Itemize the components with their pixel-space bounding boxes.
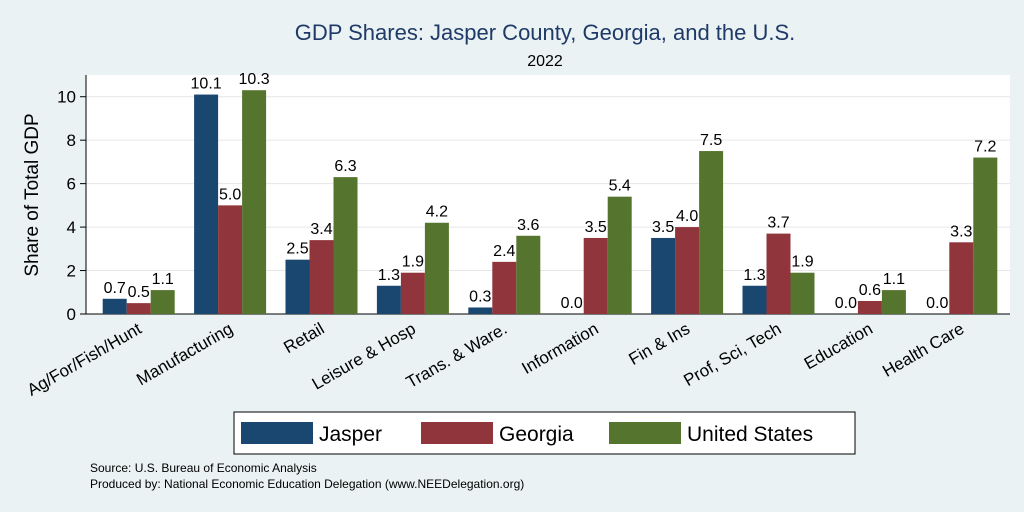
data-label: 5.4 [609,178,631,195]
y-tick-label: 10 [57,88,76,107]
bar-jasper [376,285,401,314]
bar-georgia [492,261,517,314]
bar-united-states [607,196,632,314]
data-label: 3.5 [585,219,607,236]
y-tick-label: 8 [67,131,76,150]
bar-georgia [400,272,425,314]
legend-items: Jasper Georgia United States [241,422,813,446]
data-label: 1.3 [378,267,400,284]
legend-label: Georgia [499,423,574,446]
bar-georgia [675,227,700,314]
produced-by-note: Produced by: National Economic Education… [90,477,524,491]
legend: Jasper Georgia United States [233,411,856,455]
bar-georgia [766,233,791,314]
bar-jasper [651,237,676,314]
source-note: Source: U.S. Bureau of Economic Analysis [90,461,317,475]
data-label: 7.2 [974,139,996,156]
data-label: 3.7 [767,215,789,232]
data-label: 6.3 [334,158,356,175]
legend-label: United States [687,423,813,446]
chart-subtitle: 2022 [527,53,563,70]
data-label: 0.0 [561,295,583,312]
data-label: 0.7 [104,280,126,297]
data-label: 3.3 [950,223,972,240]
bar-georgia [857,300,882,314]
y-tick-label: 4 [67,218,76,237]
data-label: 5.0 [219,186,241,203]
legend-box [233,411,856,455]
bar-jasper [742,285,767,314]
bar-jasper [194,94,219,315]
bar-jasper [102,298,127,314]
y-axis-label: Share of Total GDP [22,113,43,276]
category-label: Health Care [879,319,967,381]
chart-title: GDP Shares: Jasper County, Georgia, and … [295,20,796,45]
bar-georgia [583,237,608,314]
bar-united-states [516,235,541,314]
data-label: 10.3 [239,71,270,88]
bar-jasper [285,259,310,314]
legend-label: Jasper [319,423,382,446]
y-tick-label: 2 [67,262,76,281]
bars [102,90,998,315]
data-label: 3.6 [517,217,539,234]
bar-united-states [150,290,175,314]
data-label: 10.1 [191,76,222,93]
bar-georgia [309,240,334,314]
legend-swatch [421,422,493,444]
data-label: 1.9 [402,254,424,271]
data-label: 0.0 [926,295,948,312]
data-label: 3.4 [310,221,332,238]
data-label: 4.0 [676,208,698,225]
category-label: Leisure & Hosp [309,319,419,394]
data-label: 0.6 [859,282,881,299]
category-label: Trans. & Ware. [403,319,510,392]
category-label: Ag/For/Fish/Hunt [24,319,145,400]
category-label: Fin & Ins [625,319,693,369]
bar-united-states [790,272,815,314]
bar-united-states [424,222,449,314]
data-label: 2.5 [286,241,308,258]
bar-georgia [218,205,243,314]
bar-united-states [973,157,998,314]
bar-united-states [699,151,724,314]
category-label: Retail [280,319,327,357]
data-labels: 0.7 0.51.110.15.010.32.53.46.31.31.94.20.… [104,71,997,312]
data-label: 0.0 [835,295,857,312]
bar-georgia [949,242,974,314]
category-label: Information [519,319,602,378]
category-label: Education [801,319,876,373]
bar-united-states [333,177,358,314]
data-label: 1.9 [791,254,813,271]
data-label: 1.1 [152,271,174,288]
bar-jasper [468,307,493,314]
data-label: 0.5 [128,284,150,301]
data-label: 4.2 [426,204,448,221]
legend-swatch [241,422,313,444]
y-ticks: 0 2 4 6 8 10 [57,88,86,324]
category-label: Prof, Sci, Tech [680,319,784,390]
data-label: 1.1 [883,271,905,288]
data-label: 3.5 [652,219,674,236]
y-tick-label: 0 [67,305,76,324]
bar-georgia [126,303,151,314]
bar-united-states [881,290,906,314]
data-label: 7.5 [700,132,722,149]
data-label: 2.4 [493,243,515,260]
data-label: 1.3 [743,267,765,284]
bar-united-states [242,90,267,314]
legend-swatch [609,422,681,444]
y-tick-label: 6 [67,175,76,194]
data-label: 0.3 [469,288,491,305]
category-label: Manufacturing [133,319,236,389]
